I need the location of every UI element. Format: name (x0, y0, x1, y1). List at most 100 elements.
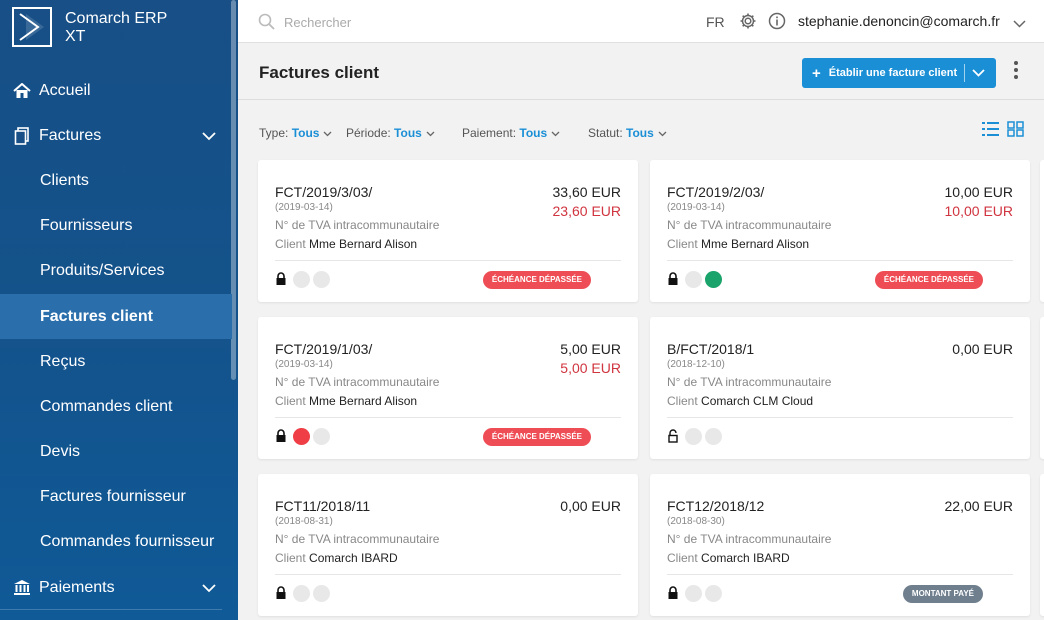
app-name-line1: Comarch ERP (65, 10, 168, 27)
sidebar-item-clients[interactable]: Clients (0, 158, 232, 203)
card-divider (667, 417, 1013, 418)
invoice-date: (2019-03-14) (275, 202, 333, 213)
invoice-card[interactable]: B/FCT/2018/1 (2018-12-10) N° de TVA intr… (650, 317, 1030, 459)
sidebar-item-label: Produits/Services (40, 261, 165, 279)
invoice-amount: 0,00 EUR (560, 498, 621, 514)
sidebar-item-factures-client[interactable]: Factures client (0, 294, 232, 339)
language-selector[interactable]: FR (706, 14, 725, 30)
app-name-line2: XT (65, 28, 86, 45)
sidebar-item-label: Factures client (40, 307, 153, 325)
sidebar-item-commandes-client[interactable]: Commandes client (0, 384, 232, 429)
lock-icon (276, 586, 286, 599)
status-dot (293, 270, 310, 288)
invoice-vat-label: N° de TVA intracommunautaire (275, 218, 440, 232)
invoice-number: FCT12/2018/12 (667, 498, 765, 514)
sidebar-item-label: Paiements (39, 578, 115, 596)
status-dot (685, 427, 702, 445)
card-divider (275, 260, 621, 261)
list-view-icon[interactable] (982, 122, 999, 136)
sidebar-item-devis[interactable]: Devis (0, 429, 232, 474)
sidebar-item-factures-fournisseur[interactable]: Factures fournisseur (0, 474, 232, 519)
sidebar-item-recus[interactable]: Reçus (0, 339, 232, 384)
chevron-down-icon[interactable] (202, 580, 216, 598)
create-invoice-button[interactable]: + Établir une facture client (802, 58, 996, 88)
invoice-client: Client Comarch CLM Cloud (667, 394, 813, 408)
invoice-number: FCT/2019/2/03/ (667, 184, 765, 200)
client-label: Client (275, 551, 306, 565)
invoice-card[interactable]: FCT/2019/1/03/ (2019-03-14) N° de TVA in… (258, 317, 638, 459)
chevron-up-icon[interactable] (202, 128, 216, 146)
grid-view-icon[interactable] (1007, 121, 1024, 137)
lock-icon (668, 586, 678, 599)
invoice-amount-due: 5,00 EUR (560, 360, 621, 376)
card-divider (667, 260, 1013, 261)
filter-label: Type: (259, 126, 289, 140)
page-title: Factures client (259, 63, 379, 82)
gear-icon[interactable] (739, 12, 757, 35)
client-name: Mme Bernard Alison (309, 394, 418, 408)
info-icon[interactable] (768, 12, 786, 35)
invoice-date: (2018-08-31) (275, 516, 333, 527)
lock-icon (276, 429, 286, 442)
filter-periode[interactable]: Période: Tous (346, 126, 435, 140)
user-email[interactable]: stephanie.denoncin@comarch.fr (798, 13, 1000, 29)
status-dot (313, 270, 330, 288)
card-divider (275, 574, 621, 575)
home-icon (12, 81, 32, 101)
invoice-card[interactable]: FCT12/2018/12 (2018-08-30) N° de TVA int… (650, 474, 1030, 616)
more-options-icon[interactable] (1013, 61, 1019, 81)
sidebar-item-produits-services[interactable]: Produits/Services (0, 248, 232, 293)
comarch-logo (12, 7, 52, 47)
sidebar-item-fournisseurs[interactable]: Fournisseurs (0, 203, 232, 248)
sidebar-item-label: Clients (40, 171, 89, 189)
invoice-client: Client Mme Bernard Alison (275, 237, 417, 251)
sidebar-item-label: Fournisseurs (40, 216, 133, 234)
invoice-date: (2019-03-14) (275, 359, 333, 370)
invoice-card[interactable]: FCT/2019/2/03/ (2019-03-14) N° de TVA in… (650, 160, 1030, 302)
status-dot (313, 427, 330, 445)
invoice-card-partial (1040, 474, 1044, 616)
client-label: Client (667, 394, 698, 408)
sidebar-item-label: Factures fournisseur (40, 487, 186, 505)
status-dot (685, 270, 702, 288)
invoice-status-icons (275, 427, 333, 445)
sidebar-scrollbar[interactable] (231, 0, 236, 380)
invoice-number: FCT/2019/1/03/ (275, 341, 373, 357)
client-name: Comarch IBARD (309, 551, 398, 565)
filter-paiement[interactable]: Paiement: Tous (462, 126, 560, 140)
bank-icon (12, 578, 32, 598)
status-dot (685, 584, 702, 602)
overdue-badge: ÉCHÉANCE DÉPASSÉE (482, 428, 591, 446)
sidebar-item-label: Commandes fournisseur (40, 532, 215, 550)
card-divider (667, 574, 1013, 575)
filter-label: Statut: (588, 126, 623, 140)
invoice-vat-label: N° de TVA intracommunautaire (667, 532, 832, 546)
chevron-down-icon (551, 131, 560, 137)
chevron-down-icon[interactable] (1013, 15, 1026, 33)
filter-value: Tous (519, 126, 548, 140)
sidebar-item-accueil[interactable]: Accueil (0, 68, 232, 113)
sidebar-item-commandes-fournisseur[interactable]: Commandes fournisseur (0, 519, 232, 564)
sidebar-item-paiements[interactable]: Paiements (0, 565, 232, 610)
invoice-status-icons (667, 270, 725, 288)
chevron-down-icon[interactable] (972, 68, 985, 80)
card-divider (275, 417, 621, 418)
sidebar-item-factures[interactable]: Factures (0, 113, 232, 158)
invoice-card[interactable]: FCT11/2018/11 (2018-08-31) N° de TVA int… (258, 474, 638, 616)
filter-type[interactable]: Type: Tous (259, 126, 332, 140)
invoice-date: (2018-12-10) (667, 359, 725, 370)
invoice-number: B/FCT/2018/1 (667, 341, 755, 357)
invoice-status-icons (667, 427, 725, 445)
sidebar-item-label: Accueil (39, 81, 91, 99)
invoice-amount: 0,00 EUR (952, 341, 1013, 357)
filter-statut[interactable]: Statut: Tous (588, 126, 667, 140)
invoice-icon (12, 126, 32, 146)
chevron-down-icon (324, 131, 332, 137)
status-dot (705, 427, 722, 445)
chevron-down-icon (426, 131, 435, 137)
invoice-vat-label: N° de TVA intracommunautaire (275, 532, 440, 546)
unlock-icon (668, 429, 678, 443)
search-input[interactable] (284, 11, 584, 33)
sidebar-item-label: Reçus (40, 352, 86, 370)
invoice-card[interactable]: FCT/2019/3/03/ (2019-03-14) N° de TVA in… (258, 160, 638, 302)
